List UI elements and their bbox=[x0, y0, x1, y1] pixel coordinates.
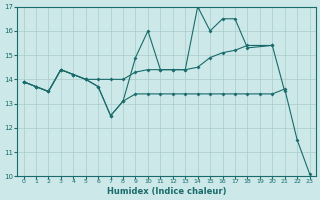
X-axis label: Humidex (Indice chaleur): Humidex (Indice chaleur) bbox=[107, 187, 226, 196]
